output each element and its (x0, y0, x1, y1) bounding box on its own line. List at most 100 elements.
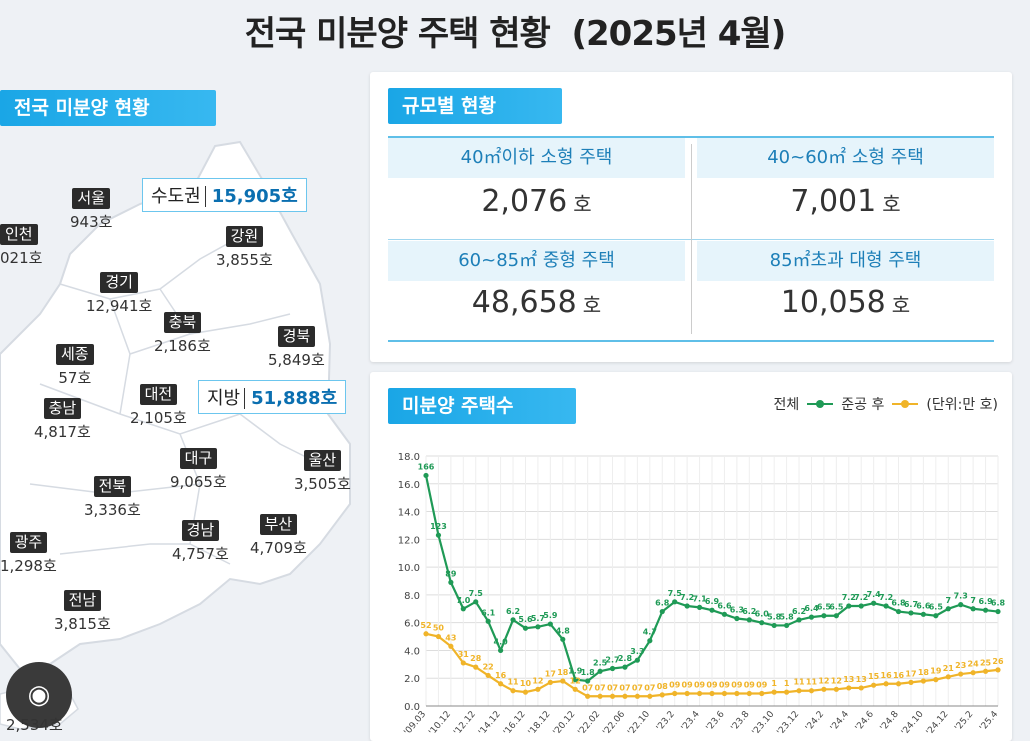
x-tick-label: '10.12 (427, 710, 453, 738)
data-point (958, 671, 964, 677)
data-point (647, 638, 653, 644)
data-label: 6.3 (730, 606, 744, 615)
data-point (858, 603, 864, 609)
data-label: 23 (955, 661, 966, 670)
data-point (709, 690, 715, 697)
data-point (498, 647, 504, 654)
data-label: 6.2 (742, 607, 756, 616)
y-tick-label: 4.0 (404, 646, 420, 657)
data-label: 5.6 (518, 615, 533, 624)
x-tick-label: '25.2 (953, 710, 975, 734)
data-point (597, 668, 603, 674)
y-tick-label: 12.0 (398, 535, 420, 546)
x-tick-label: '14.12 (477, 710, 503, 738)
size-value: 7,001 호 (790, 184, 901, 219)
data-label: 09 (744, 681, 756, 690)
size-cell-over-85: 85㎡초과 대형 주택 10,058 호 (691, 239, 994, 340)
data-label: 1 (784, 679, 790, 688)
data-point (659, 608, 665, 615)
data-label: 166 (418, 462, 435, 471)
data-label: 25 (980, 658, 992, 667)
y-tick-label: 18.0 (398, 452, 420, 463)
data-point (510, 617, 516, 623)
x-tick-label: '22.02 (577, 710, 603, 738)
data-label: 12 (831, 676, 842, 685)
data-point (634, 657, 640, 663)
y-tick-label: 0.0 (404, 702, 420, 713)
data-label: 11 (806, 678, 818, 687)
local-callout: 지방 51,888호 (198, 380, 347, 414)
x-tick-label: '24.6 (854, 709, 876, 733)
data-point (821, 686, 827, 692)
region-daejeon: 대전 2,105호 (130, 384, 187, 427)
y-tick-label: 10.0 (398, 563, 420, 574)
data-label: 07 (582, 683, 593, 692)
data-point (784, 622, 790, 629)
data-point (547, 679, 553, 685)
legend-after-swatch (892, 399, 919, 409)
data-point (908, 679, 914, 685)
data-label: 7.0 (456, 596, 471, 605)
data-label: 09 (756, 681, 768, 690)
data-point (510, 688, 516, 694)
data-label: 2.7 (605, 656, 619, 665)
data-point (522, 689, 529, 695)
data-point (871, 600, 877, 606)
data-label: 6.8 (891, 599, 906, 608)
data-label: 5.7 (531, 614, 545, 623)
capital-callout-label: 수도권 (151, 186, 201, 207)
legend-total-label: 전체 (773, 397, 800, 413)
data-label: 09 (731, 681, 743, 690)
x-tick-label: '12.12 (452, 710, 478, 738)
data-point (883, 603, 889, 609)
data-label: 28 (470, 654, 482, 663)
y-tick-label: 6.0 (404, 619, 420, 630)
legend-after-label: 준공 후 (841, 397, 885, 413)
y-tick-label: 2.0 (404, 674, 420, 685)
x-tick-label: '24.8 (879, 709, 901, 733)
data-point (746, 690, 752, 697)
size-label: 40~60㎡ 소형 주택 (697, 138, 994, 178)
data-point (982, 607, 989, 613)
map-section-tab: 전국 미분양 현황 (0, 90, 216, 126)
data-point (746, 617, 752, 623)
data-label: 50 (433, 624, 445, 633)
data-label: 1.9 (568, 667, 583, 676)
region-chungbuk: 충북 2,186호 (154, 312, 211, 355)
data-point (995, 608, 1001, 615)
data-label: 5.9 (543, 611, 558, 620)
data-point (423, 472, 429, 479)
data-point (448, 643, 454, 649)
x-tick-label: '23.2 (655, 710, 677, 734)
data-label: 6.9 (978, 597, 993, 606)
data-point (535, 686, 541, 692)
x-tick-label: '23.4 (680, 709, 702, 733)
data-point (808, 688, 815, 694)
region-gwangju: 광주 1,298호 (0, 532, 57, 575)
size-cell-60-85: 60~85㎡ 중형 주택 48,658 호 (388, 239, 691, 340)
data-point (821, 613, 827, 619)
data-point (485, 672, 491, 679)
data-label: 7.2 (680, 593, 694, 602)
x-tick-label: '23.6 (705, 709, 727, 733)
visual-search-button[interactable]: ◉ (6, 662, 72, 728)
y-tick-label: 14.0 (398, 508, 420, 519)
data-label: 07 (644, 683, 655, 692)
data-point (833, 686, 839, 692)
data-label: 4.8 (556, 626, 571, 635)
data-label: 6.2 (792, 607, 806, 616)
data-point (560, 636, 566, 642)
data-label: 18 (918, 668, 930, 677)
data-point (622, 693, 628, 699)
data-point (721, 690, 728, 697)
data-label: 7.5 (668, 589, 683, 598)
data-point (771, 689, 777, 695)
data-point (597, 693, 603, 699)
data-point (435, 532, 442, 538)
data-label: 21 (943, 664, 955, 673)
data-label: 2.8 (618, 654, 633, 663)
data-label: 07 (619, 683, 630, 692)
x-tick-label: '24.12 (925, 710, 951, 738)
data-label: 6.8 (655, 599, 670, 608)
size-section-tab: 규모별 현황 (388, 88, 562, 124)
